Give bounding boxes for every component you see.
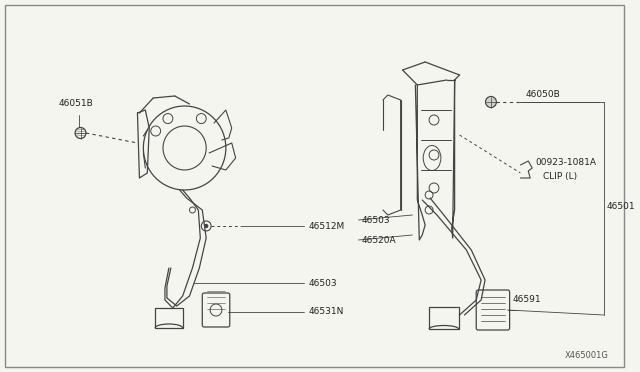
Text: 00923-1081A: 00923-1081A xyxy=(535,157,596,167)
Circle shape xyxy=(205,224,207,228)
Text: 46520A: 46520A xyxy=(362,235,396,244)
Bar xyxy=(155,308,182,328)
Text: X465001G: X465001G xyxy=(565,351,609,360)
Text: 46591: 46591 xyxy=(513,295,541,305)
Text: 46503: 46503 xyxy=(362,215,390,224)
Text: 46503: 46503 xyxy=(308,279,337,288)
Text: 46531N: 46531N xyxy=(308,308,344,317)
Text: CLIP (L): CLIP (L) xyxy=(543,171,577,180)
Text: 46050B: 46050B xyxy=(525,90,560,99)
Bar xyxy=(429,307,458,329)
Text: 46501: 46501 xyxy=(607,202,636,211)
Text: 46512M: 46512M xyxy=(308,221,344,231)
Text: 46051B: 46051B xyxy=(59,99,93,108)
